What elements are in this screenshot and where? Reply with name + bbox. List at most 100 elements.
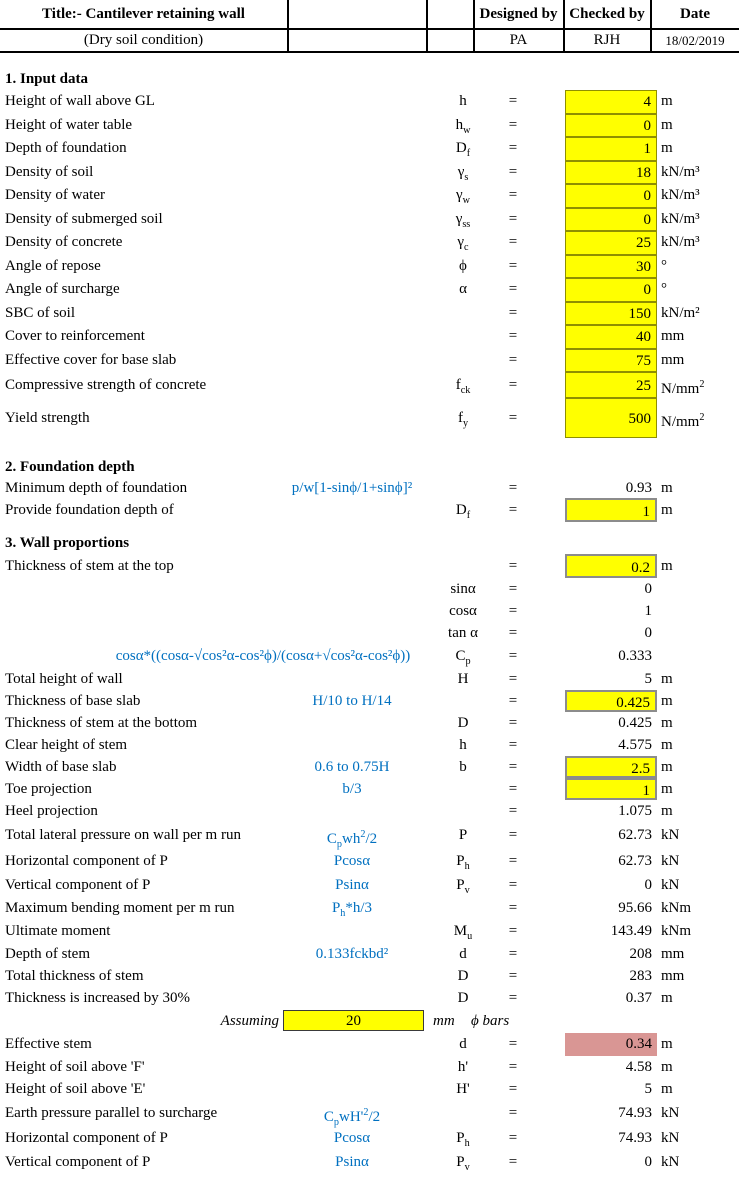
row-symbol: cosα xyxy=(449,603,477,619)
designed-by-label: Designed by xyxy=(479,6,558,22)
cell-value: 1 xyxy=(642,504,651,520)
row-unit: kNm xyxy=(661,900,691,916)
row-label: Horizontal component of P xyxy=(5,1130,168,1146)
input-cell[interactable]: 1 xyxy=(565,778,657,800)
row-unit: kN xyxy=(661,1130,680,1146)
equals-sign: = xyxy=(508,281,518,297)
calc-row: Angle of repose ϕ = 30 ° xyxy=(0,254,739,278)
result-cell: 0.34 xyxy=(565,1033,657,1056)
calc-row: Effective cover for base slab = 75 mm xyxy=(0,348,739,372)
row-value: 143.49 xyxy=(610,923,652,939)
calc-row: Clear height of stem h = 4.575 m xyxy=(0,734,739,756)
cell-value: 2.5 xyxy=(631,761,650,777)
assume-input-cell[interactable]: 20 xyxy=(283,1010,424,1031)
row-label: Density of submerged soil xyxy=(5,210,163,227)
calc-row: cosα = 1 xyxy=(0,600,739,622)
cell-value: 0 xyxy=(643,282,652,298)
input-cell[interactable]: 0 xyxy=(565,207,657,231)
date-value: 18/02/2019 xyxy=(665,33,725,48)
cell-value: 1 xyxy=(643,141,652,157)
row-unit: m xyxy=(661,502,673,518)
cell-value: 150 xyxy=(628,305,652,322)
row-symbol: tan α xyxy=(448,625,478,641)
input-cell[interactable]: 1 xyxy=(565,137,657,161)
row-value: 1 xyxy=(644,603,653,619)
checked-by-label: Checked by xyxy=(569,6,645,22)
equals-sign: = xyxy=(508,603,518,619)
row-unit: m xyxy=(661,803,673,819)
calc-row: Horizontal component of P Pcosα Ph = 74.93 kN xyxy=(0,1126,739,1151)
calc-row: Density of water γw = 0 kN/m³ xyxy=(0,184,739,208)
calc-row: Density of soil γs = 18 kN/m³ xyxy=(0,160,739,184)
row-formula: 0.133fckbd² xyxy=(315,946,389,962)
input-cell[interactable]: 1 xyxy=(565,498,657,522)
equals-sign: = xyxy=(508,1081,518,1097)
row-symbol: ϕ xyxy=(459,257,467,274)
input-cell[interactable]: 0.2 xyxy=(565,554,657,578)
input-cell[interactable]: 4 xyxy=(565,90,657,114)
equals-sign: = xyxy=(508,853,518,869)
calc-row: Effective stem d = 0.34 m xyxy=(0,1033,739,1056)
input-cell[interactable]: 25 xyxy=(565,372,657,398)
header-border-v1 xyxy=(287,0,289,51)
equals-sign: = xyxy=(508,480,518,496)
input-cell[interactable]: 25 xyxy=(565,231,657,255)
header-table: Title:- Cantilever retaining wall (Dry s… xyxy=(0,0,739,54)
calc-row: Density of submerged soil γss = 0 kN/m³ xyxy=(0,207,739,231)
row-unit: ° xyxy=(661,281,667,297)
calc-row: Height of wall above GL h = 4 m xyxy=(0,90,739,114)
calc-sheet: 1. Input data Height of wall above GL h = 4 m… xyxy=(0,66,739,1174)
calc-row: Heel projection = 1.075 m xyxy=(0,800,739,822)
row-label: Clear height of stem xyxy=(5,737,128,753)
row-label: Toe projection xyxy=(5,781,92,797)
input-cell[interactable]: 500 xyxy=(565,398,657,438)
input-cell[interactable]: 0 xyxy=(565,278,657,302)
row-value: 4.58 xyxy=(625,1059,652,1075)
row-formula: Psinα xyxy=(335,1154,369,1170)
row-unit: m xyxy=(661,93,673,109)
row-symbol: h xyxy=(459,93,467,109)
row-symbol: h' xyxy=(457,1059,469,1075)
input-cell[interactable]: 30 xyxy=(565,254,657,278)
row-symbol: H' xyxy=(456,1081,470,1097)
row-unit: ° xyxy=(661,257,667,274)
row-unit: m xyxy=(661,759,673,775)
row-label: Height of water table xyxy=(5,116,133,133)
row-label: Depth of foundation xyxy=(5,140,127,156)
row-symbol: D xyxy=(457,990,469,1006)
row-unit: m xyxy=(661,715,673,731)
row-symbol: H xyxy=(457,671,469,687)
calc-row: Height of water table hw = 0 m xyxy=(0,113,739,137)
input-cell[interactable]: 75 xyxy=(565,348,657,372)
row-unit: mm xyxy=(661,328,685,344)
cell-value: 40 xyxy=(636,329,651,345)
input-cell[interactable]: 150 xyxy=(565,301,657,325)
row-value: 62.73 xyxy=(618,827,652,843)
cell-value: 0 xyxy=(643,117,652,134)
equals-sign: = xyxy=(508,377,518,393)
row-label: Depth of stem xyxy=(5,946,90,962)
input-cell[interactable]: 0.425 xyxy=(565,690,657,712)
calc-row: sinα = 0 xyxy=(0,578,739,600)
row-unit: m xyxy=(661,480,673,496)
row-symbol: Mu xyxy=(453,923,473,942)
cell-value: 1 xyxy=(642,783,651,799)
equals-sign: = xyxy=(508,502,518,518)
input-cell[interactable]: 2.5 xyxy=(565,756,657,778)
row-label: Thickness of base slab xyxy=(5,693,141,709)
row-symbol: hw xyxy=(455,116,471,136)
input-cell[interactable]: 40 xyxy=(565,325,657,349)
calc-row: Vertical component of P Psinα Pv = 0 kN xyxy=(0,874,739,896)
input-cell[interactable]: 0 xyxy=(565,113,657,137)
calc-row: Angle of surcharge α = 0 ° xyxy=(0,278,739,302)
equals-sign: = xyxy=(508,328,518,344)
assume-unit: mm xyxy=(433,1013,455,1029)
row-label: Provide foundation depth of xyxy=(5,502,174,518)
row-unit: mm xyxy=(661,968,685,984)
calc-row: tan α = 0 xyxy=(0,622,739,644)
row-symbol: Pv xyxy=(456,1154,470,1173)
row-unit: kNm xyxy=(661,923,691,939)
doc-title: Title:- Cantilever retaining wall xyxy=(42,6,245,22)
input-cell[interactable]: 0 xyxy=(565,184,657,208)
input-cell[interactable]: 18 xyxy=(565,160,657,184)
